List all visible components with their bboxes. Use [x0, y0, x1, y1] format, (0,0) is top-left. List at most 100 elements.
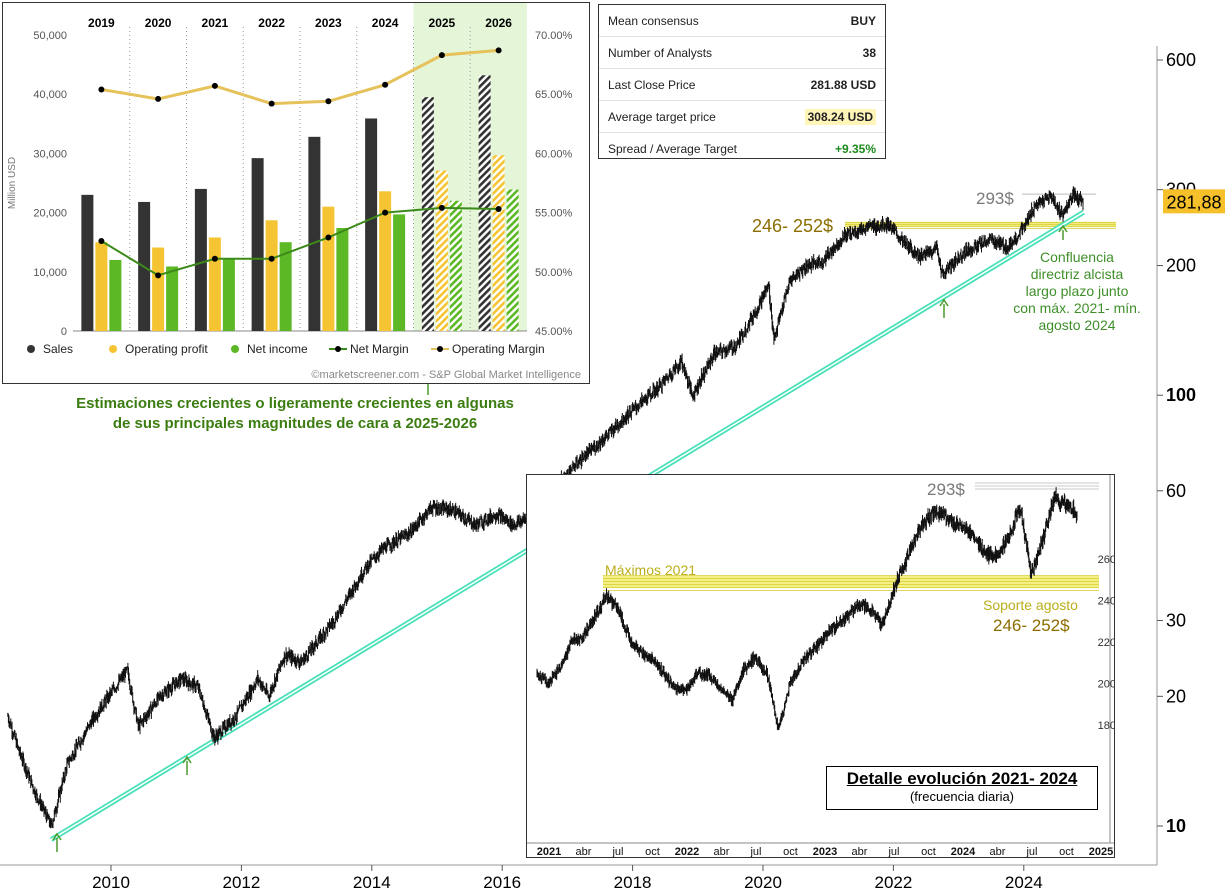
estimates-note: Estimaciones crecientes o ligeramente cr… — [40, 394, 550, 434]
consensus-table: Mean consensus BUY Number of Analysts 38 L… — [598, 4, 886, 159]
confluence-line: agosto 2024 — [1038, 317, 1116, 333]
x-tick-label: 2022 — [874, 873, 912, 892]
y-left-tick-label: 30,000 — [33, 148, 67, 160]
line-point — [98, 86, 105, 93]
detail-x-tick-label: jul — [749, 846, 761, 857]
line-point — [382, 209, 389, 216]
y-tick-label: 60 — [1166, 481, 1186, 501]
detail-y-tick-label: 260 — [1098, 554, 1114, 566]
confluence-note: Confluencia directriz alcista largo plaz… — [992, 249, 1162, 334]
y-tick-label: 600 — [1166, 50, 1196, 70]
bar-operating-profit — [322, 206, 335, 331]
line-point — [438, 52, 445, 59]
detail-y-tick-label: 220 — [1098, 637, 1114, 649]
bar-sales — [81, 194, 94, 331]
arrow-head-icon — [182, 755, 192, 764]
legend-marker — [231, 345, 239, 353]
detail-y-tick-label: 240 — [1098, 596, 1114, 608]
legend-marker — [27, 345, 35, 353]
confluence-line: largo plazo junto — [1025, 283, 1129, 299]
detail-title: Detalle evolución 2021- 2024 — [846, 769, 1078, 788]
consensus-value: 281.88 USD — [776, 68, 885, 101]
bar-operating-profit — [265, 220, 278, 331]
detail-x-tick-label: jul — [887, 846, 899, 857]
year-header: 2021 — [202, 16, 229, 30]
detail-y-tick-label: 200 — [1098, 679, 1114, 691]
price-series — [7, 186, 1084, 829]
legend-label: Net Margin — [350, 342, 409, 356]
legend-marker — [437, 346, 443, 352]
consensus-label: Number of Analysts — [599, 36, 777, 69]
y-left-tick-label: 10,000 — [33, 267, 67, 279]
line-net-margin — [100, 206, 499, 277]
bar-net-income — [449, 200, 462, 331]
y-left-tick-label: 40,000 — [33, 89, 67, 101]
line-point — [438, 204, 445, 211]
x-tick-label: 2018 — [614, 873, 652, 892]
arrow-head-icon — [52, 832, 62, 841]
legend-label: Operating profit — [125, 342, 208, 356]
y-tick-label: 200 — [1166, 256, 1196, 276]
confluence-line: con máx. 2021- mín. — [1013, 300, 1141, 316]
legend-marker — [335, 346, 341, 352]
x-tick-label: 2024 — [1005, 873, 1043, 892]
bar-sales — [365, 118, 378, 331]
detail-x-tick-label: oct — [1059, 846, 1074, 857]
detail-x-tick-label: jul — [611, 846, 623, 857]
line-operating-margin — [101, 48, 499, 106]
y-left-tick-label: 50,000 — [33, 30, 67, 42]
year-header: 2024 — [372, 16, 399, 30]
year-header: 2019 — [88, 16, 115, 30]
detail-x-tick-label: abr — [714, 846, 730, 857]
line-point — [268, 100, 275, 107]
consensus-label: Average target price — [599, 100, 777, 133]
legend-marker — [109, 345, 117, 353]
detail-x-tick-label: jul — [1025, 846, 1037, 857]
consensus-label: Mean consensus — [599, 5, 777, 37]
max-2021-label: Máximos 2021 — [605, 562, 696, 578]
x-tick-label: 2012 — [222, 873, 260, 892]
consensus-value: BUY — [776, 5, 885, 37]
detail-panel: 2021 abr jul oct 2022 abr jul oct 2023 abr jul oct 2… — [526, 474, 1153, 858]
detail-x-tick-label: abr — [852, 846, 868, 857]
bar-net-income — [109, 259, 122, 331]
consensus-value: 308.24 USD — [804, 108, 876, 125]
line-point — [211, 255, 218, 262]
bar-sales — [421, 97, 434, 331]
line-point — [382, 81, 389, 88]
y-right-tick-label: 60.00% — [535, 148, 573, 160]
y-right-tick-label: 50.00% — [535, 267, 573, 279]
bar-net-income — [166, 266, 179, 331]
year-header: 2020 — [145, 16, 172, 30]
fundamentals-panel: 2019 2020 2021 2022 2023 2024 2025 2026 50,000 40… — [2, 2, 590, 384]
arrow-head-icon — [1058, 224, 1068, 233]
legend-label: Sales — [43, 342, 73, 356]
credit-text: ©marketscreener.com - S&P Global Market … — [311, 369, 581, 381]
y-tick-label: 100 — [1166, 385, 1196, 405]
arrow-head-icon — [939, 298, 949, 307]
line-point — [211, 82, 218, 89]
line-point — [325, 234, 332, 241]
consensus-row: Number of Analysts 38 — [599, 36, 885, 69]
estimates-note-line: Estimaciones crecientes o ligeramente cr… — [76, 395, 514, 412]
bar-net-income — [393, 214, 406, 331]
x-tick-label: 2016 — [483, 873, 521, 892]
y-right-tick-label: 65.00% — [535, 89, 573, 101]
y-left-tick-label: 20,000 — [33, 208, 67, 220]
y-right-tick-label: 45.00% — [535, 326, 573, 338]
line-point — [155, 95, 162, 102]
consensus-label: Spread / Average Target — [608, 141, 737, 156]
consensus-label: Last Close Price — [599, 68, 777, 101]
bar-operating-profit — [95, 242, 108, 331]
line-point — [325, 98, 332, 105]
bar-operating-profit — [492, 155, 505, 331]
line-point — [268, 255, 275, 262]
bar-net-income — [222, 258, 235, 331]
line-point — [98, 238, 105, 245]
detail-x-tick-label: 2021 — [537, 846, 561, 857]
detail-y-tick-label: 180 — [1098, 720, 1114, 732]
consensus-value: +9.35% — [834, 141, 876, 156]
detail-chart: 2021 abr jul oct 2022 abr jul oct 2023 abr jul oct 2… — [527, 475, 1153, 858]
level-293-label: 293$ — [976, 189, 1014, 208]
line-point — [495, 206, 502, 213]
